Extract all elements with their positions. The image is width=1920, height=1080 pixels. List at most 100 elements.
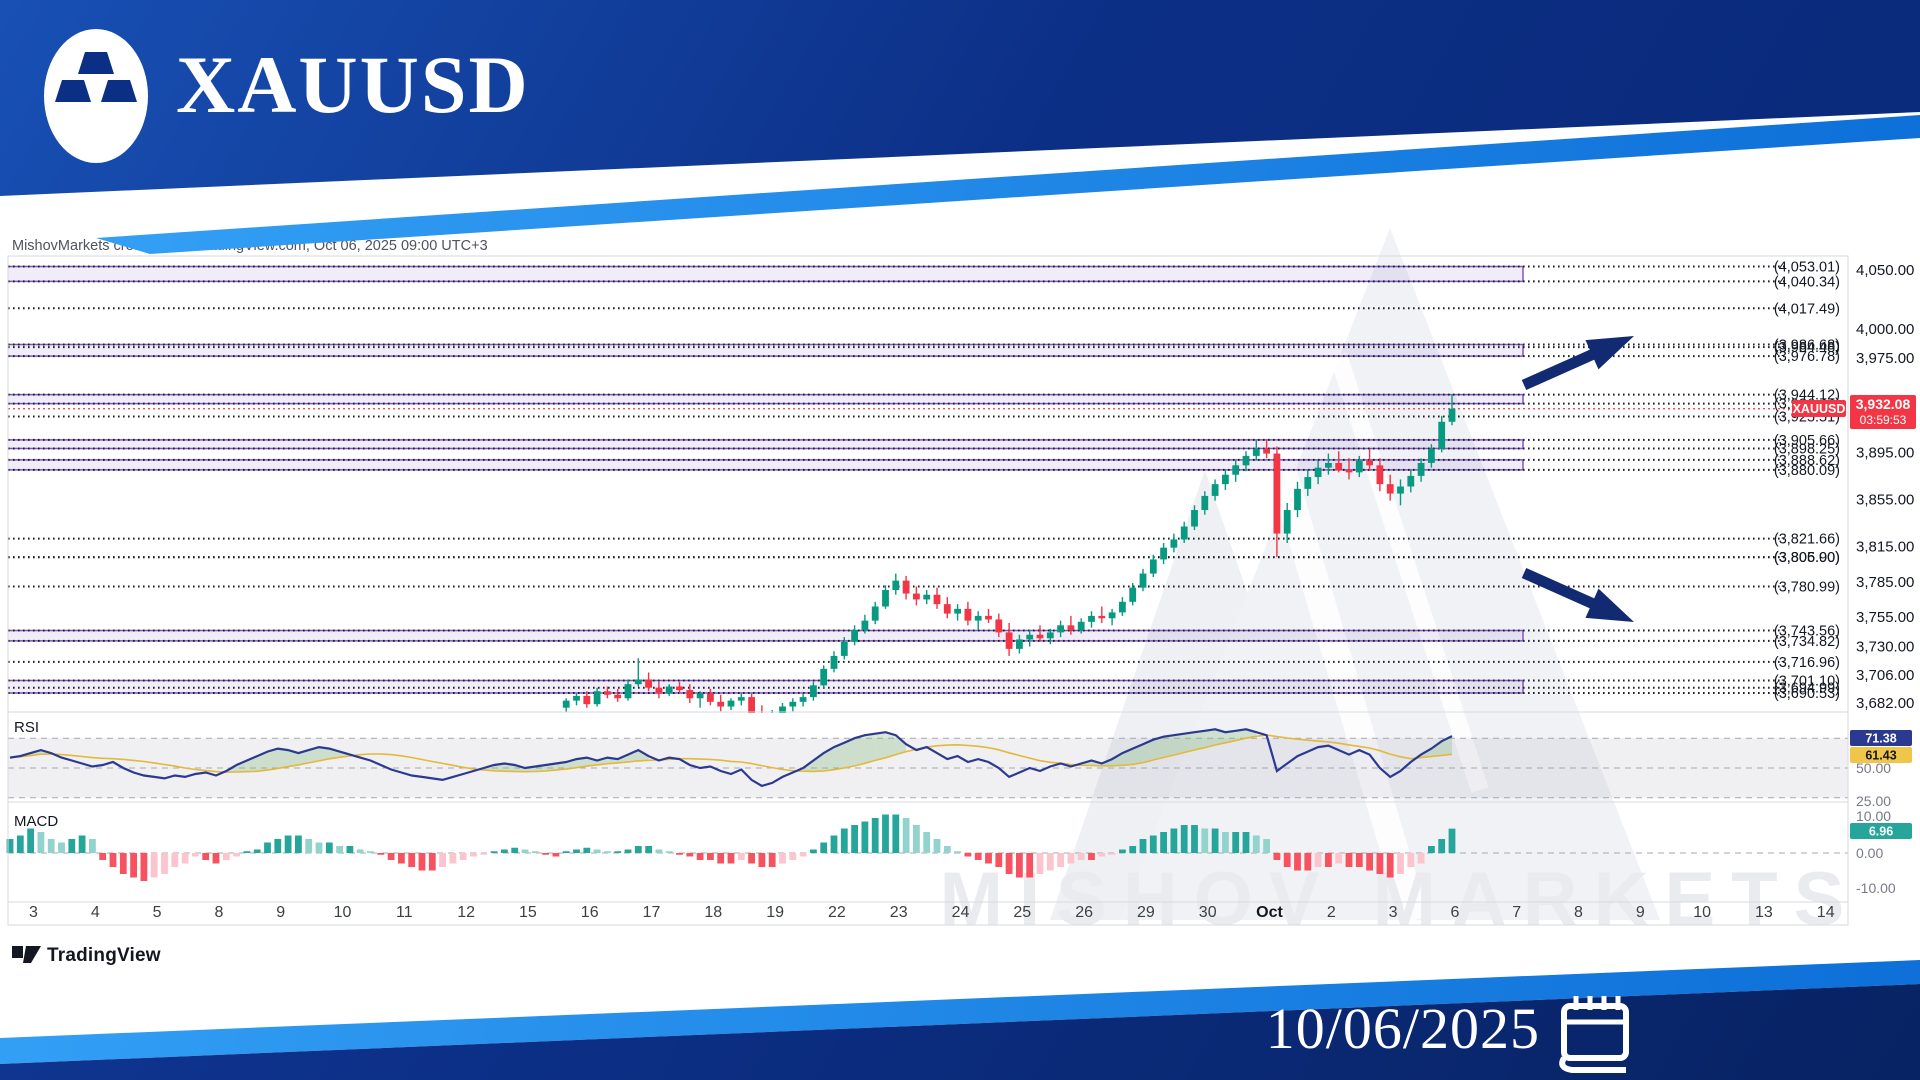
rsi-fill xyxy=(1204,729,1216,748)
candle-body xyxy=(645,679,652,688)
macd-bar xyxy=(171,853,179,867)
macd-bar xyxy=(1108,853,1116,855)
macd-bar xyxy=(624,849,632,853)
tradingview-logo[interactable]: TradingView xyxy=(12,945,161,966)
macd-bar xyxy=(1242,832,1250,853)
date-tick: 19 xyxy=(766,904,784,921)
candle-body xyxy=(1005,632,1013,649)
rsi-fill xyxy=(1132,744,1143,765)
supply-demand-zones xyxy=(8,265,1524,694)
candle-body xyxy=(686,690,694,699)
macd-bar xyxy=(501,849,508,853)
candle-body xyxy=(1376,465,1384,485)
candle-body xyxy=(882,590,889,607)
macd-bar xyxy=(1397,853,1404,874)
macd-bar xyxy=(377,853,385,855)
macd-bar xyxy=(871,818,879,853)
rsi-fill xyxy=(834,742,845,770)
macd-layer xyxy=(6,814,1848,881)
candle-body xyxy=(1428,448,1435,463)
rsi-fill xyxy=(854,735,865,766)
date-tick: 6 xyxy=(1450,904,1459,921)
macd-bar xyxy=(295,835,302,853)
candle-body xyxy=(562,700,570,708)
macd-bar xyxy=(1057,853,1064,867)
candle-body xyxy=(1386,484,1394,494)
candle-body xyxy=(1191,510,1198,527)
macd-bar xyxy=(583,847,591,853)
macd-bar xyxy=(974,853,982,860)
level-label: (3,806.00) xyxy=(1774,550,1840,566)
date-tick: 9 xyxy=(1636,904,1645,921)
macd-bar xyxy=(1201,828,1209,853)
candle-body xyxy=(737,697,745,701)
date-tick: 5 xyxy=(153,904,162,921)
macd-bar xyxy=(1386,853,1394,878)
candle-body xyxy=(1160,547,1167,560)
macd-bar xyxy=(428,853,436,871)
date-tick: 22 xyxy=(828,904,846,921)
macd-bar xyxy=(995,853,1003,867)
macd-bar xyxy=(192,853,199,857)
macd-bar xyxy=(439,853,446,867)
candle-body xyxy=(665,686,673,694)
rsi-fill xyxy=(586,757,598,767)
axis-labels: (4,053.01)(4,040.34) (4,017.49) (3,986.68)… xyxy=(29,259,1914,921)
price-tick: 4,050.00 xyxy=(1856,262,1914,279)
zone xyxy=(8,679,1524,694)
rsi-fill xyxy=(1235,729,1246,741)
zone xyxy=(8,459,1524,471)
rsi-ma-line xyxy=(9,734,1453,774)
candle-body xyxy=(1242,455,1250,466)
macd-bar xyxy=(315,842,323,853)
rsi-tick-25: 25.00 xyxy=(1856,793,1891,809)
tradingview-logo-text: TradingView xyxy=(47,945,161,966)
macd-bar xyxy=(1036,853,1044,874)
macd-bar xyxy=(418,853,426,871)
level-label: (3,821.66) xyxy=(1774,532,1840,548)
candle-body xyxy=(933,594,941,605)
macd-bar xyxy=(799,853,807,857)
gold-bars-logo xyxy=(44,29,148,163)
macd-bar xyxy=(387,853,395,860)
candle-body xyxy=(1232,465,1240,475)
candle-body xyxy=(748,697,755,713)
arrow-head xyxy=(1585,588,1634,622)
candle-body xyxy=(830,655,838,669)
macd-bar xyxy=(779,853,786,864)
macd-bar xyxy=(1325,853,1332,867)
candle-body xyxy=(1201,495,1209,511)
macd-bar xyxy=(1088,853,1095,860)
macd-bar xyxy=(820,842,828,853)
rsi-fill xyxy=(288,750,299,767)
date-tick: 4 xyxy=(91,904,100,921)
macd-bar xyxy=(913,825,920,853)
macd-bar xyxy=(964,853,972,857)
candle-body xyxy=(1077,621,1085,631)
candle-body xyxy=(985,615,992,620)
candle-body xyxy=(779,706,786,713)
level-label: (3,944.12) xyxy=(1774,388,1840,404)
candle-body xyxy=(1026,634,1034,640)
candle-body xyxy=(923,594,931,600)
rsi-fill xyxy=(875,732,886,761)
candle-body xyxy=(1397,486,1404,494)
macd-bar xyxy=(676,853,683,855)
arrow-head xyxy=(1585,336,1634,370)
candle-body xyxy=(913,593,920,600)
macd-bar xyxy=(1129,846,1137,853)
macd-bar xyxy=(119,853,127,874)
candle-body xyxy=(593,691,601,705)
macd-bar xyxy=(1149,835,1157,853)
candle-body xyxy=(1304,477,1312,489)
level-label: (3,780.99) xyxy=(1774,580,1840,596)
date-tick: 9 xyxy=(276,904,285,921)
macd-bar xyxy=(1314,853,1322,867)
level-label: (3,984.48) xyxy=(1774,340,1840,356)
rsi-line xyxy=(9,728,1453,788)
date-tick: 8 xyxy=(1574,904,1583,921)
macd-bar xyxy=(161,853,168,874)
rsi-fill xyxy=(1215,729,1226,746)
rsi-fill xyxy=(895,735,907,755)
